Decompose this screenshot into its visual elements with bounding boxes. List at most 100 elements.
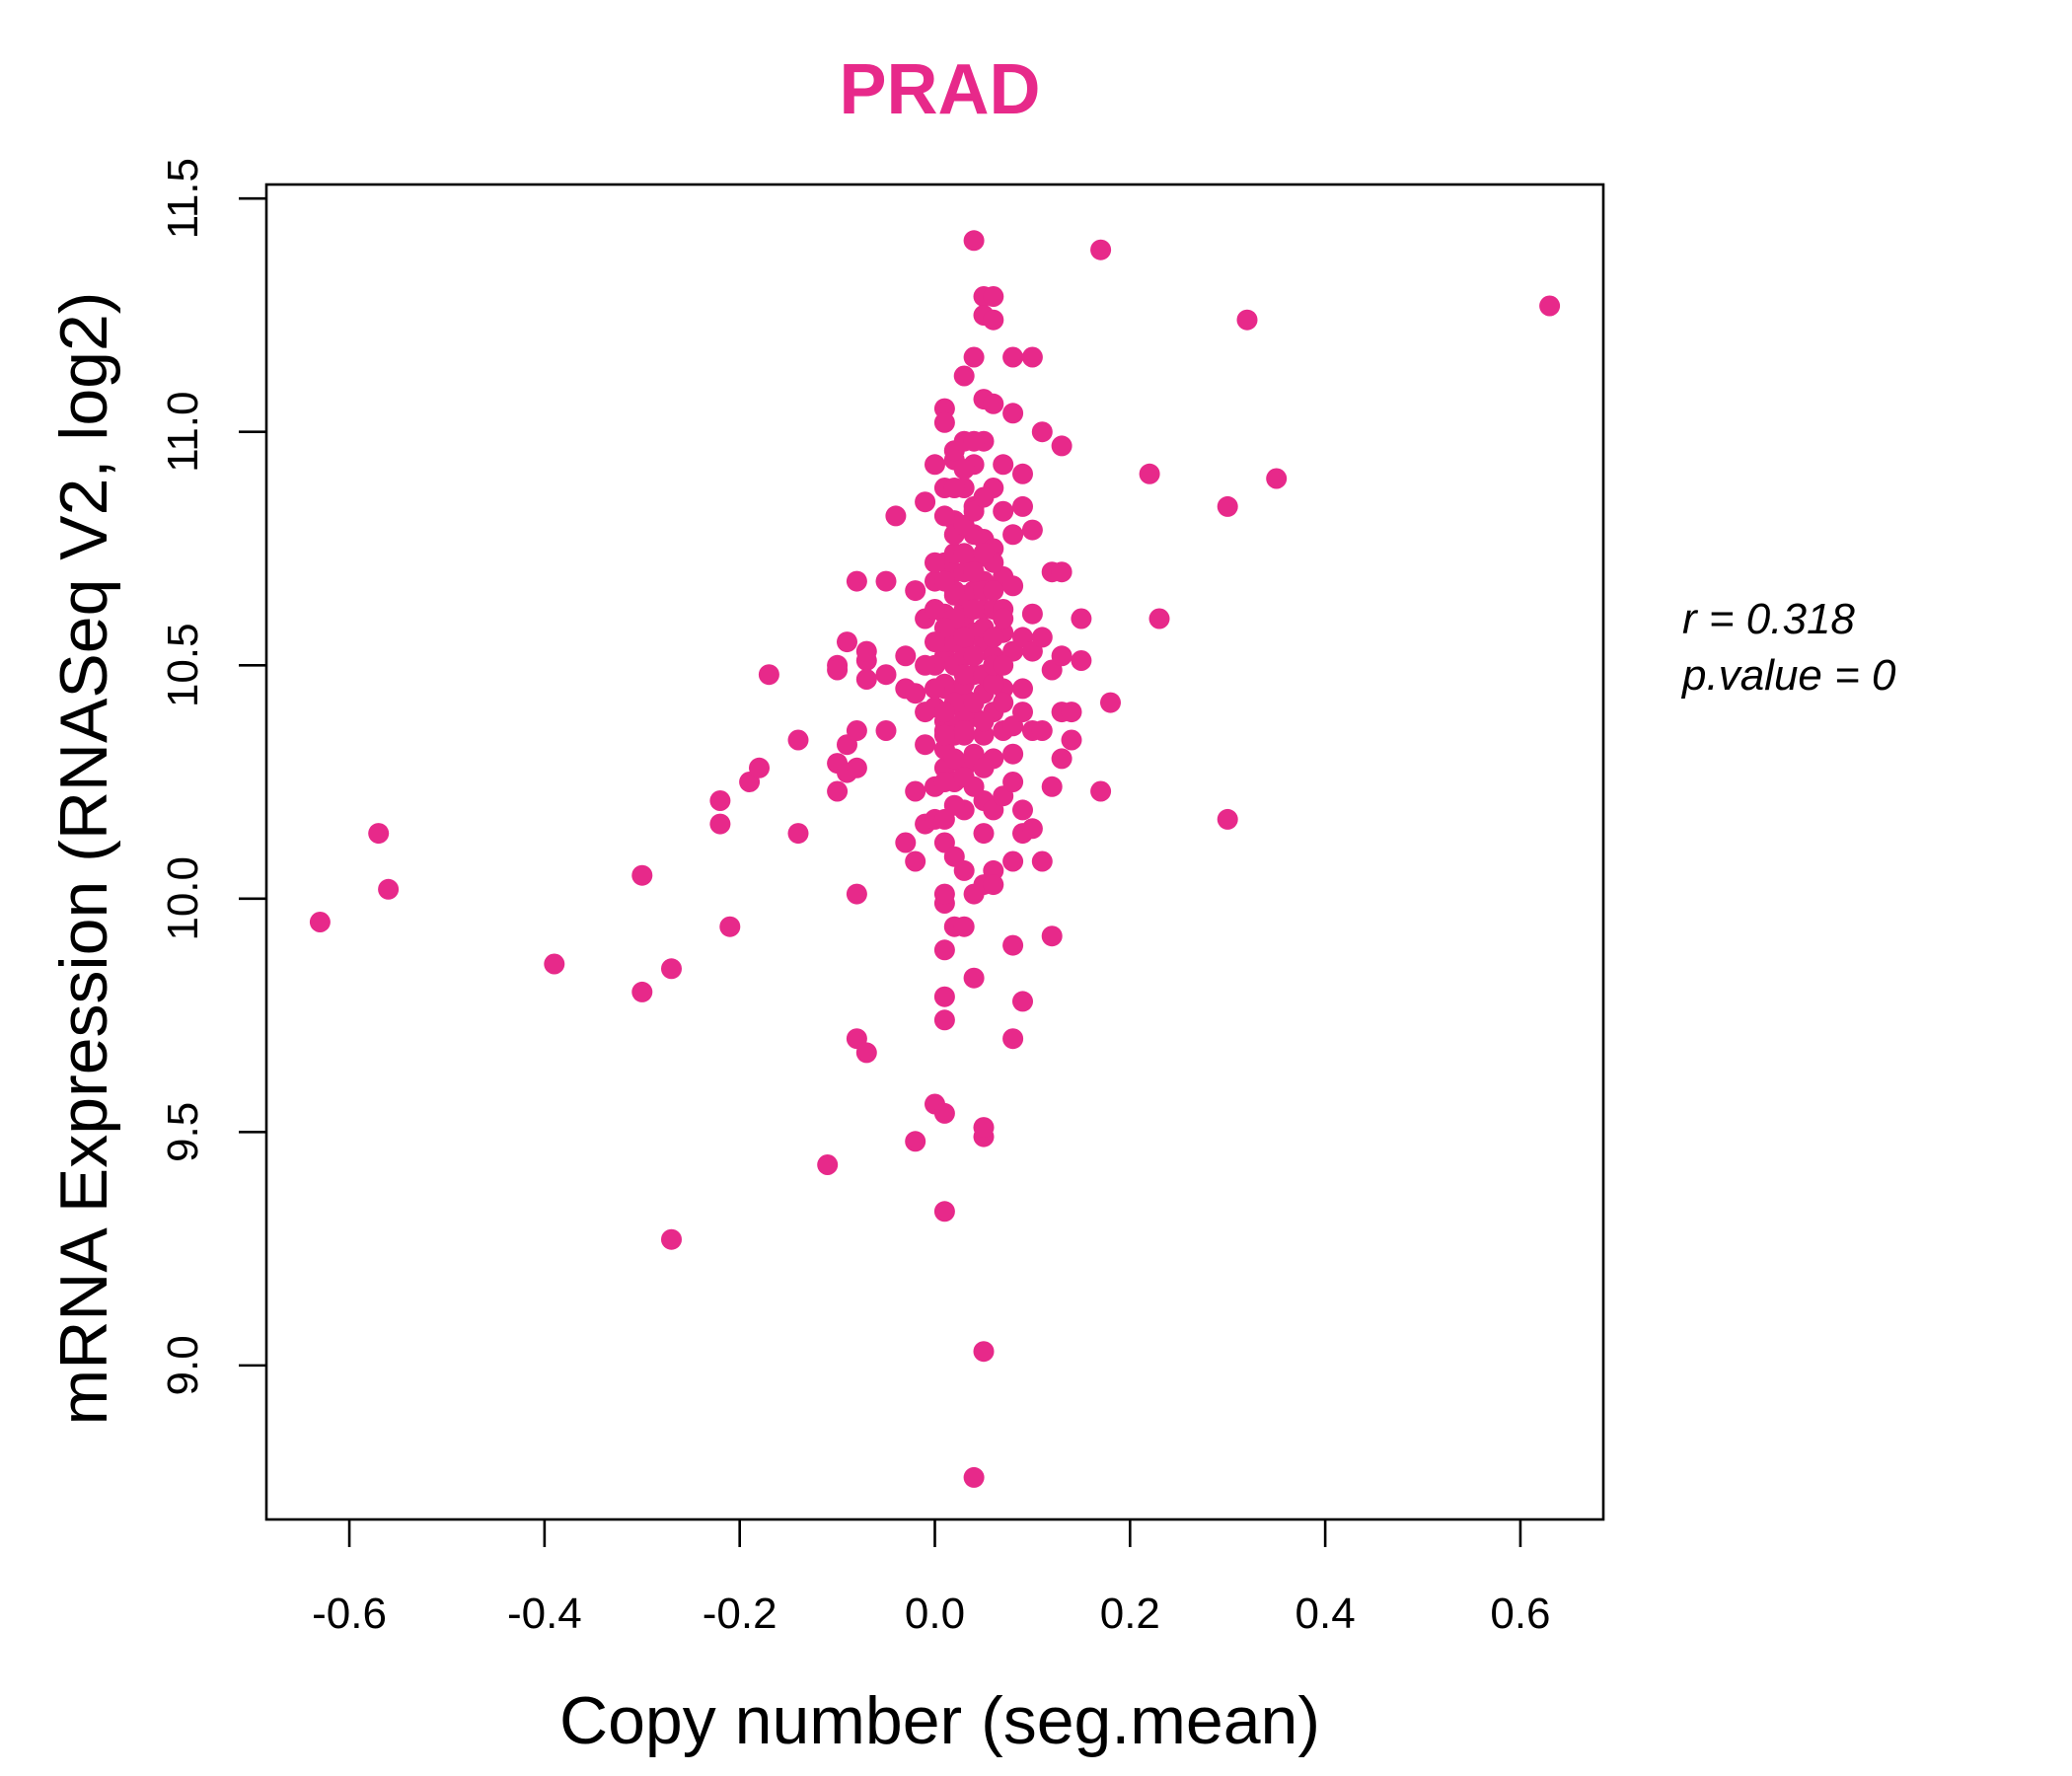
data-point [933,1102,955,1124]
data-point [1061,702,1082,723]
data-point [631,981,653,1002]
data-point [943,748,965,770]
data-point [817,1154,839,1175]
data-point [1012,463,1033,484]
data-point [1002,346,1024,368]
data-point [1090,239,1112,260]
data-point [895,645,917,667]
data-point [1071,650,1092,671]
data-point [963,346,985,368]
data-point [631,864,653,886]
data-point [1217,808,1238,830]
data-point [973,710,995,732]
data-point [787,729,809,751]
x-tick-label: 0.2 [1100,1590,1160,1638]
data-point [915,734,936,756]
y-tick-label: 10.5 [159,623,207,707]
y-axis-label: mRNA Expression (RNASeq V2, log2) [46,291,121,1426]
data-point [1266,468,1288,489]
data-point [1051,645,1073,667]
data-point [875,664,897,686]
data-point [1041,776,1063,797]
data-point [885,505,907,527]
data-point [1021,519,1043,541]
data-point [1002,851,1024,872]
data-point [827,659,849,681]
data-point [963,967,985,989]
y-tick-label: 11.0 [159,392,207,473]
data-point [661,958,682,980]
data-point [1041,925,1063,947]
data-point [963,645,985,667]
data-point [973,543,995,564]
data-point [953,916,975,937]
x-axis-label: Copy number (seg.mean) [558,1683,1320,1758]
data-point [973,757,995,778]
data-point [963,230,985,252]
data-point [1002,1028,1024,1050]
data-point [983,673,1004,695]
data-point [933,772,955,792]
data-point [933,883,955,905]
data-point [309,912,331,932]
data-point [661,1228,682,1250]
x-tick-label: 0.0 [905,1590,965,1638]
data-point [933,411,955,433]
data-point [905,683,926,704]
data-point [905,1131,926,1152]
data-point [905,580,926,602]
data-point [1031,421,1053,443]
data-point [993,608,1014,629]
data-point [953,365,975,387]
chart-title: PRAD [839,50,1041,129]
data-point [983,627,1004,648]
points-layer [309,230,1561,1488]
data-point [1051,435,1073,457]
data-point [925,552,945,573]
data-point [1002,575,1024,597]
data-point [933,1009,955,1031]
data-point [963,599,985,620]
data-point [933,724,955,746]
y-tick-label: 9.5 [159,1102,207,1162]
data-point [1236,309,1258,331]
data-point [963,430,985,452]
data-point [993,454,1014,476]
data-point [993,692,1014,713]
data-point [925,599,945,620]
data-point [1061,729,1082,751]
data-point [953,720,975,741]
data-point [963,1466,985,1488]
data-point [1012,991,1033,1012]
y-tick-label: 9.0 [159,1335,207,1395]
plot-frame [264,183,1605,1521]
data-point [925,678,945,700]
data-point [1217,495,1238,517]
data-point [1031,720,1053,741]
data-point [963,561,985,583]
data-point [983,874,1004,896]
data-point [915,702,936,723]
data-point [1051,748,1073,770]
data-point [905,780,926,802]
data-point [1139,463,1160,484]
data-point [1090,780,1112,802]
data-point [544,953,565,975]
x-tick-label: -0.6 [312,1590,387,1638]
data-point [925,631,945,653]
data-point [973,1117,995,1139]
r-annotation: r = 0.318 [1682,595,1855,643]
data-point [953,459,975,481]
data-point [953,859,975,881]
data-point [915,654,936,676]
data-point [758,664,779,686]
data-point [1002,743,1024,765]
data-point [1539,295,1561,317]
data-point [1012,495,1033,517]
x-tick-label: 0.4 [1295,1590,1356,1638]
data-point [895,832,917,853]
data-point [368,823,390,845]
data-point [983,309,1004,331]
data-point [749,757,770,778]
